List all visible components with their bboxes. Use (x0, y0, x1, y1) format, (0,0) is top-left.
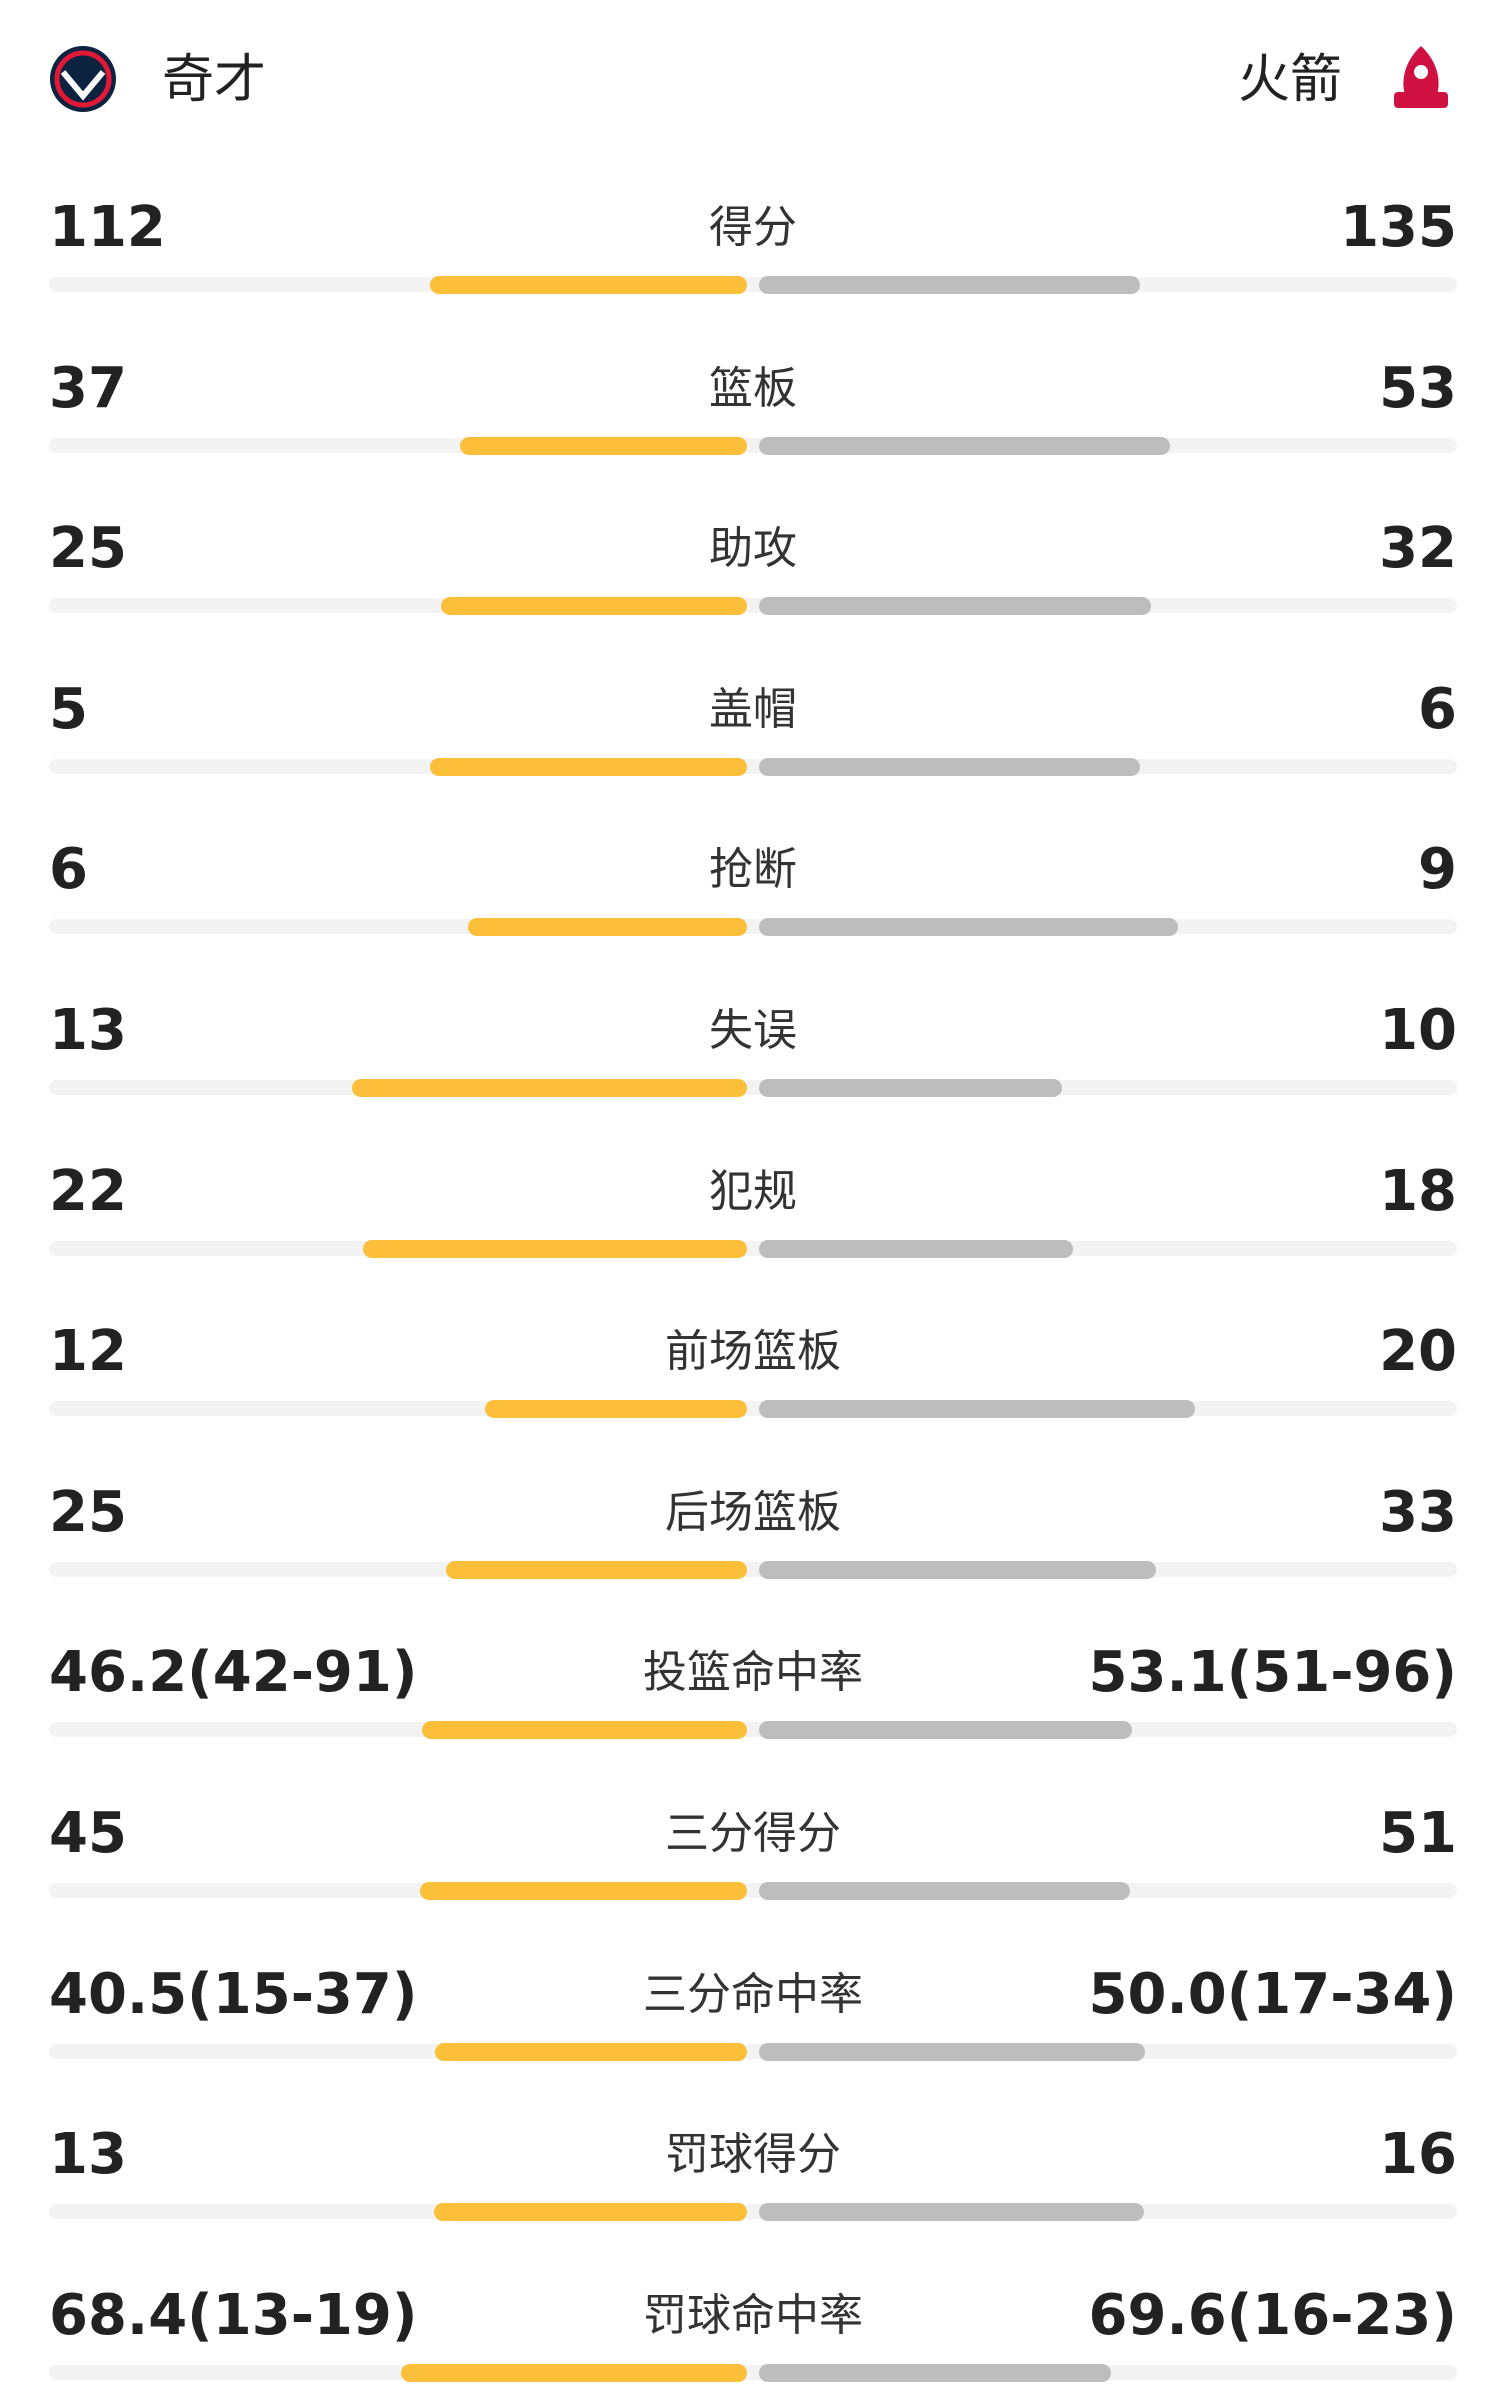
right-bar (759, 1400, 1196, 1419)
bar-track (49, 598, 1457, 614)
right-value: 9 (1418, 837, 1457, 903)
stat-label: 篮板 (709, 362, 797, 414)
left-bar (440, 597, 747, 616)
bar-track (49, 2043, 1457, 2059)
right-value: 69.6(16-23) (1088, 2282, 1457, 2348)
left-value: 25 (49, 516, 127, 582)
left-value: 46.2(42-91) (49, 1640, 418, 1706)
right-team-logo (1394, 46, 1448, 108)
left-bar (434, 2042, 747, 2061)
left-value: 12 (49, 1319, 127, 1385)
right-bar (759, 2363, 1112, 2382)
right-bar (759, 1079, 1063, 1097)
right-value: 32 (1379, 516, 1457, 582)
right-bar (759, 2203, 1145, 2222)
stat-label: 前场篮板 (665, 1326, 841, 1378)
stat-label: 罚球命中率 (643, 2289, 863, 2341)
stat-label: 三分命中率 (643, 1968, 863, 2020)
right-value: 20 (1379, 1319, 1457, 1385)
stat-label: 助攻 (709, 523, 797, 575)
right-bar (759, 1239, 1074, 1258)
left-value: 112 (49, 195, 166, 260)
stat-label: 失误 (709, 1005, 797, 1056)
right-bar (759, 918, 1178, 937)
right-bar (759, 276, 1141, 294)
right-value: 53 (1379, 355, 1457, 421)
left-value: 45 (49, 1801, 127, 1866)
right-bar (759, 1882, 1130, 1900)
left-bar (419, 1882, 747, 1900)
right-value: 16 (1379, 2122, 1457, 2188)
stat-label: 盖帽 (709, 683, 797, 735)
right-value: 10 (1379, 998, 1457, 1063)
right-bar (759, 2042, 1145, 2061)
left-value: 40.5(15-37) (49, 1961, 418, 2027)
stat-label: 抢断 (709, 844, 797, 896)
stat-label: 后场篮板 (665, 1486, 841, 1538)
right-value: 6 (1418, 676, 1457, 742)
stat-label: 得分 (709, 202, 797, 253)
left-bar (460, 436, 747, 455)
bar-track (49, 1401, 1457, 1417)
left-bar (401, 2363, 747, 2382)
left-team-logo (50, 46, 116, 112)
bar-track (49, 2364, 1457, 2380)
right-bar (759, 757, 1140, 776)
left-bar (485, 1400, 747, 1419)
right-bar (759, 1560, 1157, 1579)
bar-track (49, 1561, 1457, 1577)
left-bar (434, 2203, 747, 2222)
right-value: 18 (1379, 1158, 1457, 1224)
stat-label: 三分得分 (665, 1808, 841, 1859)
stat-label: 犯规 (709, 1165, 797, 1217)
bar-track (49, 437, 1457, 453)
bar-track (49, 1240, 1457, 1256)
left-value: 68.4(13-19) (49, 2282, 418, 2348)
bar-track (49, 1722, 1457, 1738)
right-value: 51 (1379, 1801, 1457, 1866)
left-bar (429, 757, 747, 776)
left-team-name: 奇才 (162, 50, 267, 110)
right-value: 53.1(51-96) (1088, 1640, 1457, 1706)
left-value: 37 (49, 355, 127, 421)
right-value: 135 (1340, 195, 1457, 260)
left-bar (363, 1239, 747, 1258)
stat-label: 罚球得分 (665, 2129, 841, 2181)
left-value: 13 (49, 998, 127, 1063)
bar-track (49, 1883, 1457, 1898)
left-value: 5 (49, 676, 88, 742)
left-bar (422, 1721, 747, 1740)
right-bar (759, 597, 1151, 616)
left-value: 22 (49, 1158, 127, 1224)
left-value: 13 (49, 2122, 127, 2188)
right-value: 33 (1379, 1479, 1457, 1545)
left-bar (352, 1079, 747, 1097)
left-bar (430, 276, 747, 294)
bar-track (49, 1080, 1457, 1095)
left-bar (446, 1560, 747, 1579)
left-value: 6 (49, 837, 88, 903)
right-bar (759, 1721, 1133, 1740)
bar-track (49, 919, 1457, 935)
right-bar (759, 436, 1171, 455)
bar-track (49, 758, 1457, 774)
bar-track (49, 277, 1457, 292)
left-bar (467, 918, 747, 937)
right-value: 50.0(17-34) (1088, 1961, 1457, 2027)
bar-track (49, 2204, 1457, 2220)
left-value: 25 (49, 1479, 127, 1545)
stat-label: 投篮命中率 (643, 1647, 863, 1699)
right-team-name: 火箭 (1237, 50, 1342, 110)
